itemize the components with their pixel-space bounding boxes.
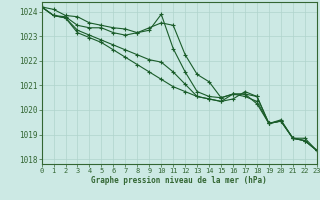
X-axis label: Graphe pression niveau de la mer (hPa): Graphe pression niveau de la mer (hPa) bbox=[91, 176, 267, 185]
